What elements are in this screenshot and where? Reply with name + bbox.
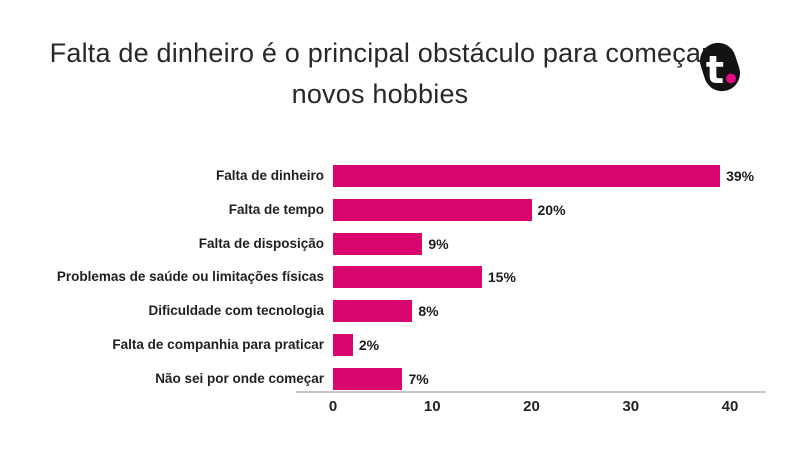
value-label: 2% [358, 337, 380, 354]
bar-row: Não sei por onde começar 7% [0, 367, 800, 390]
x-tick-label: 0 [328, 398, 338, 415]
bar-row: Falta de tempo 20% [0, 198, 800, 221]
x-tick-label: 40 [721, 398, 739, 415]
bar [333, 198, 532, 221]
bar [333, 266, 482, 289]
category-label: Não sei por onde começar [155, 370, 324, 386]
chart-title: Falta de dinheiro é o principal obstácul… [49, 38, 711, 109]
bar-row: Falta de dinheiro 39% [0, 165, 800, 187]
bar-row: Problemas de saúde ou limitações físicas… [0, 266, 800, 289]
value-label: 15% [487, 269, 516, 286]
category-label: Falta de tempo [228, 201, 324, 217]
category-label: Dificuldade com tecnologia [148, 303, 324, 319]
bar [333, 334, 353, 357]
bar-row: Falta de companhia para praticar 2% [0, 334, 800, 357]
bar [333, 232, 423, 255]
category-label: Falta de dinheiro [215, 168, 324, 183]
x-tick-label: 10 [423, 398, 441, 415]
x-tick-label: 30 [622, 398, 640, 415]
bar [333, 367, 403, 390]
category-label: Falta de companhia para praticar [112, 337, 324, 353]
value-label: 9% [428, 235, 449, 252]
bar-row: Falta de disposição 9% [0, 232, 800, 255]
category-label: Falta de disposição [198, 235, 324, 251]
x-tick-label: 20 [523, 398, 540, 415]
value-label: 20% [537, 201, 566, 218]
bar [333, 300, 413, 323]
logo-pink-dot [726, 73, 736, 84]
category-label: Problemas de saúde ou limitações físicas [56, 269, 324, 285]
value-label: 7% [408, 370, 429, 387]
bar [333, 165, 721, 187]
tumblr-logo-icon: t [696, 39, 744, 95]
value-label: 39% [726, 168, 755, 184]
value-label: 8% [418, 303, 439, 320]
logo-letter-t: t [706, 48, 724, 92]
x-axis-line [296, 391, 766, 393]
bar-row: Dificuldade com tecnologia 8% [0, 300, 800, 323]
